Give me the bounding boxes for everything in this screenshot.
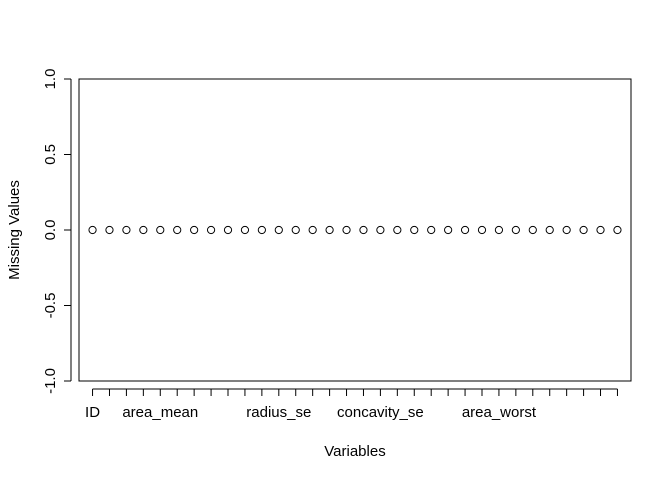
data-point — [359, 225, 368, 235]
data-point — [596, 225, 605, 235]
data-point — [613, 225, 622, 235]
data-point — [545, 225, 554, 235]
x-tick-label: radius_se — [246, 404, 311, 421]
x-axis: ID area_mean radius_se concavity_se area_wor… — [85, 388, 618, 421]
plot-frame — [78, 78, 632, 382]
data-point — [223, 225, 233, 235]
data-point — [444, 225, 453, 235]
data-points — [88, 225, 622, 235]
data-point — [291, 225, 300, 235]
data-point — [190, 225, 199, 235]
x-axis-title: Variables — [324, 443, 385, 460]
data-point — [308, 225, 317, 235]
data-point — [460, 225, 470, 235]
data-point — [376, 225, 385, 235]
data-point — [240, 225, 250, 235]
y-tick-label: 1.0 — [42, 69, 59, 90]
data-point — [139, 225, 148, 235]
data-point — [105, 225, 114, 235]
data-point — [325, 225, 334, 235]
data-point — [562, 225, 571, 235]
data-point — [88, 225, 97, 235]
x-tick-label: ID — [85, 404, 100, 421]
data-point — [427, 225, 436, 235]
data-point — [206, 225, 216, 235]
x-tick-label: area_mean — [122, 404, 198, 421]
x-tick-label: concavity_se — [337, 404, 424, 421]
data-point — [410, 225, 419, 235]
data-point — [342, 225, 351, 235]
data-point — [156, 225, 165, 235]
data-point — [477, 225, 487, 235]
data-point — [122, 225, 131, 235]
y-tick-label: -1.0 — [42, 368, 59, 394]
x-tick-label: area_worst — [462, 404, 537, 421]
data-point — [257, 225, 266, 235]
y-tick-label: -0.5 — [42, 293, 59, 319]
data-point — [494, 225, 504, 235]
y-tick-label: 0.0 — [42, 220, 59, 241]
y-tick-label: 0.5 — [42, 144, 59, 165]
data-point — [274, 225, 283, 235]
data-point — [528, 225, 537, 235]
data-point — [579, 225, 588, 235]
y-axis-title: Missing Values — [6, 180, 23, 280]
data-point — [393, 225, 402, 235]
data-point — [511, 225, 520, 235]
y-axis: -1.0 -0.5 0.0 0.5 1.0 — [42, 69, 72, 394]
data-point — [173, 225, 182, 235]
